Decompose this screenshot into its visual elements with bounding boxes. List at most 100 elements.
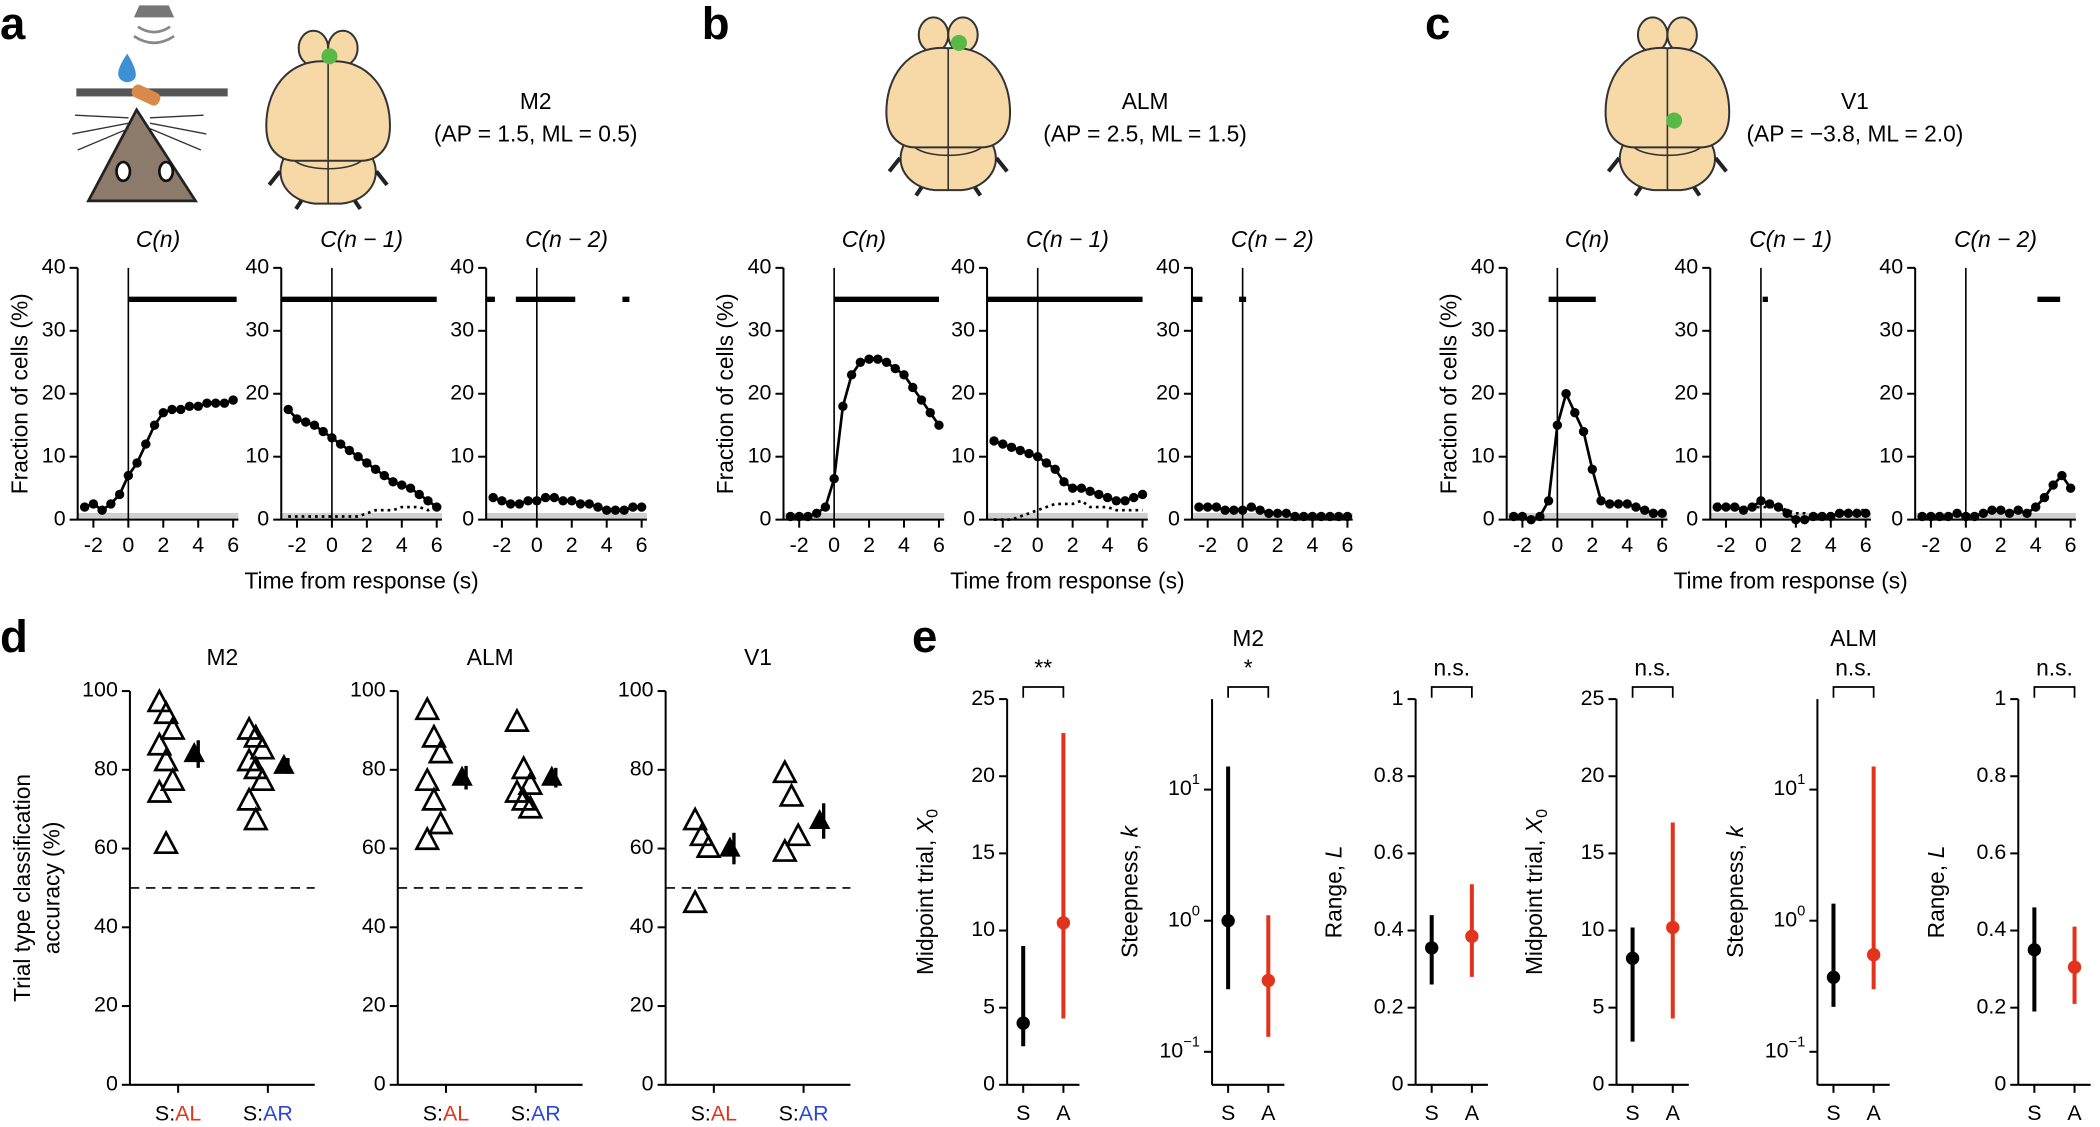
x-tick-label: 4 <box>1307 533 1319 557</box>
y-tick-label: 101 <box>1773 772 1805 800</box>
data-point <box>916 395 927 405</box>
significance-bar <box>281 296 437 303</box>
data-point <box>1016 1016 1030 1030</box>
y-tick-label: 40 <box>450 255 474 279</box>
y-tick-label: 40 <box>1471 255 1495 279</box>
y-tick-label: 80 <box>630 756 654 780</box>
significance-bar <box>1239 296 1247 303</box>
data-point <box>1290 511 1300 522</box>
data-point <box>370 464 381 474</box>
data-point <box>1094 489 1104 500</box>
category-label: AL <box>711 1101 737 1125</box>
significance-bar <box>515 296 576 303</box>
y-tick-label: 0 <box>1168 506 1180 530</box>
data-point <box>794 511 804 522</box>
y-tick-label: 101 <box>1168 772 1200 800</box>
y-axis-label: Midpoint trial, X0 <box>1521 809 1551 975</box>
x-tick-label: S:AL <box>691 1101 738 1125</box>
x-tick-label: S:AL <box>423 1101 470 1125</box>
data-point <box>1969 511 1980 522</box>
data-point <box>881 357 892 367</box>
data-point <box>864 354 874 364</box>
baseline-band <box>486 512 647 520</box>
individual-point <box>504 707 530 732</box>
data-point <box>1194 502 1204 512</box>
y-axis-label-variable: L <box>1320 846 1346 859</box>
y-tick-label: 20 <box>1471 380 1495 404</box>
y-tick-label: 20 <box>748 380 772 404</box>
y-tick-label: 40 <box>362 914 386 938</box>
x-tick-label: -2 <box>287 533 306 557</box>
y-tick-label: 10 <box>1879 443 1903 467</box>
data-point <box>1015 445 1025 456</box>
y-tick-label: 30 <box>245 317 269 341</box>
baseline-band <box>1506 512 1668 520</box>
y-tick-label: 40 <box>1879 255 1903 279</box>
x-tick-label: 0 <box>1551 533 1563 557</box>
y-axis-label-variable: k <box>1117 824 1143 837</box>
baseline-band <box>77 512 239 520</box>
y-tick-label: 10−1 <box>1765 1034 1806 1062</box>
data-point <box>1264 508 1274 519</box>
data-point <box>1570 407 1580 418</box>
category-prefix: S: <box>691 1101 711 1125</box>
data-point <box>558 496 568 506</box>
significance-bracket <box>1832 686 1875 698</box>
y-tick-label: 0.2 <box>1374 994 1404 1018</box>
data-point <box>88 499 99 509</box>
data-point <box>1272 508 1283 519</box>
data-point <box>2057 470 2067 481</box>
significance-bar <box>987 296 1143 303</box>
data-point <box>1738 505 1749 515</box>
significance-label: ** <box>1034 655 1052 681</box>
x-tick-label: A <box>2067 1101 2082 1125</box>
individual-point <box>414 825 441 851</box>
significance-bracket <box>1022 686 1065 698</box>
data-point <box>1543 496 1554 506</box>
x-tick-label: -2 <box>1921 533 1940 557</box>
y-tick-label: 0 <box>760 506 772 530</box>
data-point <box>292 414 302 424</box>
category-prefix: S: <box>155 1101 175 1125</box>
y-tick-label: 20 <box>1674 380 1698 404</box>
y-tick-label: 0.2 <box>1976 994 2006 1018</box>
category-prefix: S: <box>779 1101 799 1125</box>
y-axis-label: Fraction of cells (%) <box>1435 293 1461 494</box>
individual-point <box>517 794 544 819</box>
data-point <box>811 508 822 519</box>
x-tick-label: 2 <box>1995 533 2007 557</box>
category-label: AR <box>799 1101 829 1125</box>
individual-point <box>427 739 454 764</box>
x-tick-label: 4 <box>898 533 910 557</box>
chart-title: C(n − 2) <box>1954 226 2037 252</box>
data-point <box>141 439 151 449</box>
baseline-band <box>987 512 1148 520</box>
data-point <box>1508 511 1519 522</box>
y-tick-exponent: 1 <box>1192 772 1200 788</box>
x-tick-label: S <box>1016 1101 1030 1125</box>
chart-title: C(n − 2) <box>525 226 608 252</box>
significance-bracket <box>1227 686 1270 698</box>
significance-label: n.s. <box>1433 655 1470 681</box>
y-axis-label: Steepness, k <box>1117 824 1143 958</box>
y-axis-label-subscript: 0 <box>924 809 942 818</box>
individual-point <box>146 731 173 756</box>
data-point <box>1996 505 2006 515</box>
significance-label: n.s. <box>1634 655 1671 681</box>
data-point <box>890 363 900 374</box>
y-tick-label: 0 <box>106 1071 118 1095</box>
significance-bar <box>2037 296 2061 303</box>
x-tick-label: 2 <box>1272 533 1284 557</box>
x-tick-label: 2 <box>863 533 875 557</box>
data-point <box>228 395 238 405</box>
data-point <box>2048 480 2058 490</box>
y-tick-label: 40 <box>1674 255 1698 279</box>
data-point <box>1640 505 1650 515</box>
significance-bar <box>1191 296 1203 303</box>
y-axis-label-text: Midpoint trial, <box>912 840 938 975</box>
y-tick-label: 40 <box>951 255 975 279</box>
individual-point <box>688 821 715 847</box>
category-prefix: S: <box>243 1101 263 1125</box>
x-tick-label: S:AR <box>779 1101 829 1125</box>
x-tick-label: 0 <box>1032 533 1044 557</box>
